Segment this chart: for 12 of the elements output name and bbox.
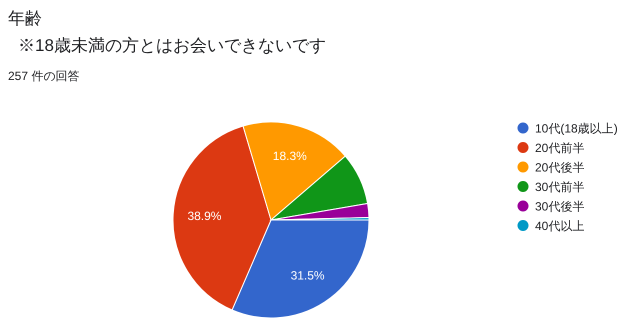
data-label: 38.9% bbox=[187, 209, 222, 224]
text: 年齢 bbox=[8, 9, 42, 28]
legend-label: 30代後半 bbox=[535, 200, 584, 214]
data-label: 18.3% bbox=[272, 149, 308, 164]
legend-label: 10代(18歳以上) bbox=[535, 122, 618, 136]
legend-label: 20代前半 bbox=[535, 141, 584, 155]
data-label: 31.5% bbox=[290, 268, 325, 283]
chart-subtitle: ※18歳未満の方とはお会いできないです bbox=[18, 36, 326, 55]
legend-label: 20代後半 bbox=[535, 160, 584, 174]
text: 257 件の回答 bbox=[8, 69, 80, 83]
legend-label: 40代以上 bbox=[535, 219, 584, 233]
legend-label: 30代前半 bbox=[535, 180, 584, 194]
